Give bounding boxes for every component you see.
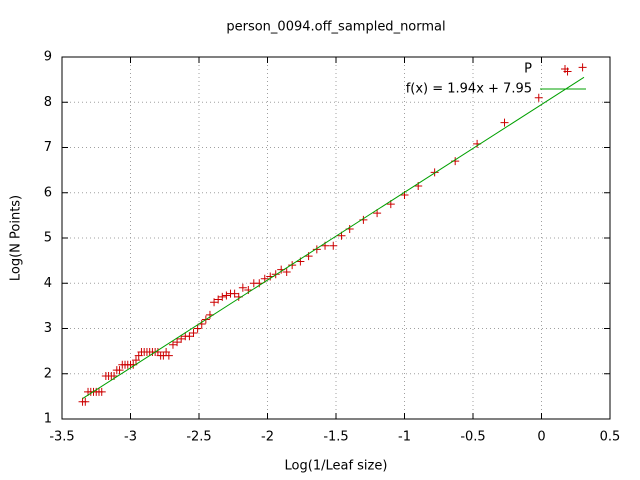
point bbox=[329, 241, 338, 250]
point bbox=[288, 261, 297, 270]
point bbox=[177, 334, 186, 343]
point bbox=[430, 168, 439, 177]
point bbox=[238, 283, 247, 292]
point bbox=[534, 93, 543, 102]
plot-border bbox=[61, 56, 611, 420]
point bbox=[97, 387, 106, 396]
y-tick-label: 3 bbox=[44, 321, 52, 336]
point bbox=[210, 298, 219, 307]
x-tick-label: 0 bbox=[537, 430, 545, 445]
fit-line bbox=[82, 76, 585, 400]
y-axis-label: Log(N Points) bbox=[9, 195, 24, 281]
x-tick-label: -3 bbox=[124, 430, 137, 445]
x-tick-label: -2.5 bbox=[186, 430, 211, 445]
point bbox=[131, 356, 140, 365]
legend-label: f(x) = 1.94x + 7.95 bbox=[406, 82, 532, 97]
legend-symbol bbox=[561, 65, 569, 73]
y-tick-label: 9 bbox=[44, 50, 52, 65]
point bbox=[185, 332, 194, 341]
point bbox=[312, 245, 321, 254]
point bbox=[115, 366, 124, 375]
point bbox=[222, 291, 231, 300]
x-tick-label: -0.5 bbox=[460, 430, 485, 445]
point bbox=[81, 397, 90, 406]
point bbox=[500, 118, 509, 127]
chart-title: person_0094.off_sampled_normal bbox=[226, 20, 445, 35]
point bbox=[218, 292, 227, 301]
y-tick-label: 4 bbox=[44, 276, 52, 291]
x-tick-label: 0.5 bbox=[600, 430, 621, 445]
point bbox=[173, 338, 182, 347]
point bbox=[271, 270, 280, 279]
point bbox=[214, 295, 223, 304]
y-tick-label: 5 bbox=[44, 231, 52, 246]
point bbox=[193, 324, 202, 333]
x-axis-label: Log(1/Leaf size) bbox=[285, 459, 388, 474]
point bbox=[282, 267, 291, 276]
y-tick-label: 8 bbox=[44, 95, 52, 110]
point bbox=[164, 351, 173, 360]
y-tick-label: 2 bbox=[44, 366, 52, 381]
point bbox=[168, 340, 177, 349]
x-tick-label: -1.5 bbox=[323, 430, 348, 445]
point bbox=[189, 329, 198, 338]
y-tick-label: 6 bbox=[44, 185, 52, 200]
x-tick-label: -3.5 bbox=[49, 430, 74, 445]
point bbox=[578, 63, 587, 72]
x-tick-label: -2 bbox=[261, 430, 274, 445]
x-tick-label: -1 bbox=[398, 430, 411, 445]
y-tick-label: 7 bbox=[44, 140, 52, 155]
legend-label: P bbox=[524, 62, 532, 77]
point bbox=[230, 289, 239, 298]
y-tick-label: 1 bbox=[44, 412, 52, 427]
